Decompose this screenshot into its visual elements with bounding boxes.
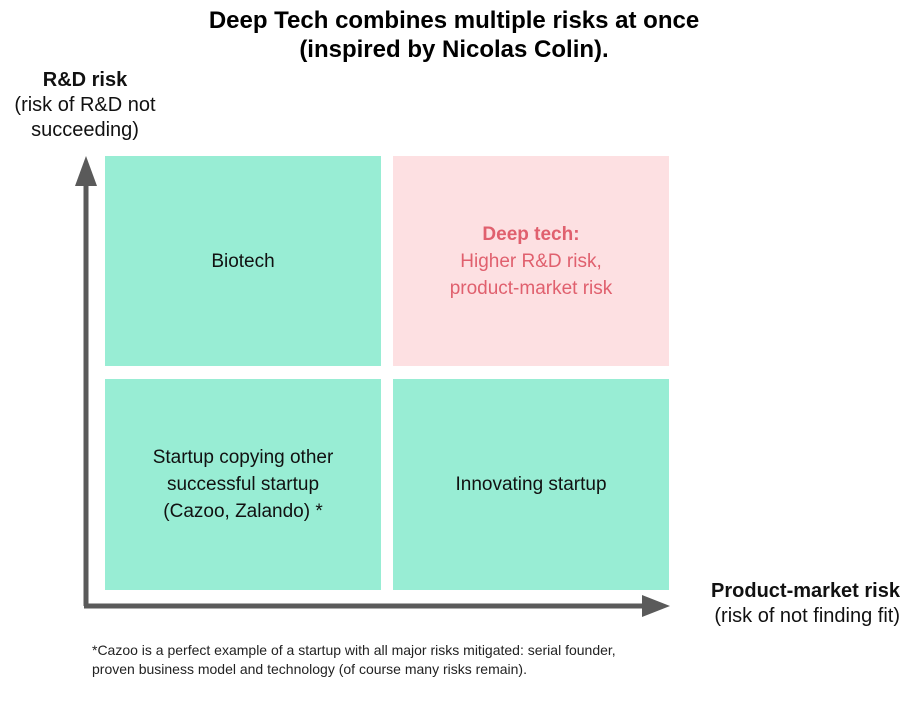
deep-tech-heading: Deep tech: <box>482 223 580 245</box>
footnote-line-2: proven business model and technology (of… <box>92 661 527 677</box>
y-axis-subtitle-line-2: succeeding) <box>31 119 139 141</box>
quadrant-copying-startup: Startup copying other successful startup… <box>105 379 381 590</box>
biotech-label: Biotech <box>211 250 275 272</box>
title-line-1: Deep Tech combines multiple risks at onc… <box>208 7 700 34</box>
y-axis-arrowhead <box>75 156 97 186</box>
x-axis-title: Product-market risk <box>711 580 900 602</box>
y-axis-subtitle-line-1: (risk of R&D not <box>14 94 156 116</box>
x-axis-arrowhead <box>642 595 670 617</box>
footnote: *Cazoo is a perfect example of a startup… <box>92 641 712 679</box>
quadrant-deep-tech: Deep tech: Higher R&D risk, product-mark… <box>393 156 669 366</box>
x-axis-subtitle: (risk of not finding fit) <box>714 605 900 627</box>
copying-startup-line-2: successful startup <box>166 474 320 495</box>
copying-startup-line-3: (Cazoo, Zalando) * <box>163 501 323 522</box>
copying-startup-line-1: Startup copying other <box>152 447 334 468</box>
diagram-title: Deep Tech combines multiple risks at onc… <box>0 6 908 64</box>
y-axis-title: R&D risk <box>42 69 128 91</box>
y-axis-label: R&D risk (risk of R&D not succeeding) <box>0 68 170 143</box>
x-axis-label: Product-market risk (risk of not finding… <box>711 579 900 629</box>
quadrant-innovating-startup: Innovating startup <box>393 379 669 590</box>
innovating-startup-label: Innovating startup <box>455 474 607 495</box>
footnote-line-1: *Cazoo is a perfect example of a startup… <box>92 642 616 658</box>
quadrant-biotech: Biotech <box>105 156 381 366</box>
title-line-2: (inspired by Nicolas Colin). <box>299 36 609 63</box>
deep-tech-line-1: Higher R&D risk, <box>460 250 602 272</box>
deep-tech-line-2: product-market risk <box>449 277 613 299</box>
